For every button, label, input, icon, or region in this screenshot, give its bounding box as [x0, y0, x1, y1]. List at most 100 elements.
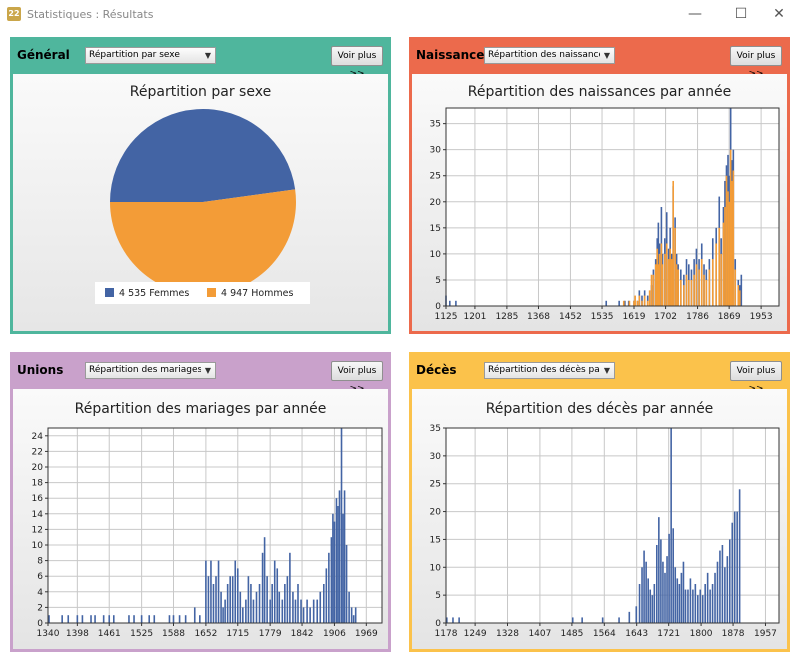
close-button[interactable]: ✕ [773, 6, 785, 22]
bar [734, 269, 737, 306]
voir-plus-button[interactable]: Voir plus >> [331, 46, 383, 79]
y-tick-label: 10 [430, 563, 442, 573]
x-tick-label: 1461 [98, 629, 121, 639]
bar [733, 511, 736, 623]
bar [654, 264, 657, 306]
panel-header: Général Répartition par sexe ▼ Voir plus… [13, 40, 388, 79]
bar [676, 578, 679, 623]
bar [641, 567, 643, 623]
bar [720, 253, 722, 306]
bar [652, 274, 655, 306]
bar [263, 537, 266, 623]
bar [325, 568, 328, 623]
panel-header: Unions Répartition des mariages pa ▼ Voi… [13, 355, 388, 394]
x-tick-label: 1201 [463, 312, 486, 322]
bar [660, 243, 663, 306]
y-tick-label: 6 [37, 572, 43, 582]
x-tick-label: 1619 [623, 312, 646, 322]
bar [332, 513, 334, 623]
chevron-down-icon: ▼ [201, 48, 215, 63]
bar [728, 539, 731, 623]
minimize-button[interactable]: — [688, 6, 702, 22]
y-tick-label: 14 [32, 510, 44, 520]
bar [581, 617, 583, 623]
bar [255, 591, 258, 623]
x-tick-label: 1125 [435, 312, 458, 322]
bar [714, 572, 716, 623]
bar [342, 513, 344, 623]
bar [682, 561, 685, 623]
bar [708, 269, 711, 306]
bar [312, 599, 315, 623]
bar [294, 599, 297, 623]
bar [222, 607, 224, 623]
bar [168, 615, 171, 623]
x-tick-label: 1721 [657, 629, 680, 639]
bar [670, 428, 672, 623]
bar [343, 490, 346, 623]
bar [207, 576, 210, 623]
bar [669, 248, 671, 306]
bar [683, 285, 685, 306]
bar [704, 584, 706, 623]
bar [721, 545, 724, 623]
chevron-down-icon: ▼ [600, 48, 614, 63]
y-tick-label: 15 [430, 224, 441, 234]
bar [664, 572, 666, 623]
bar [665, 243, 668, 306]
bar [653, 584, 656, 623]
plot-border [445, 107, 780, 307]
bar [258, 584, 261, 623]
y-tick-label: 4 [37, 588, 43, 598]
x-tick-label: 1178 [435, 629, 458, 639]
bar [703, 274, 705, 306]
panel-title: Décès [416, 363, 457, 377]
bar [700, 259, 703, 306]
voir-plus-button[interactable]: Voir plus >> [730, 46, 782, 79]
x-tick-label: 1564 [593, 629, 616, 639]
bar [709, 589, 711, 623]
bar [727, 191, 729, 306]
chart-type-select[interactable]: Répartition des mariages pa ▼ [85, 362, 216, 379]
plot-border [445, 427, 780, 624]
bar [224, 599, 226, 623]
y-tick-label: 12 [32, 525, 43, 535]
bar [205, 560, 207, 623]
bar [731, 180, 733, 306]
bar [662, 561, 664, 623]
chart-type-select[interactable]: Répartition des naissances ▼ [484, 47, 615, 64]
x-tick-label: 1452 [559, 312, 582, 322]
bar [172, 615, 175, 623]
bar [455, 300, 457, 306]
chart-type-select[interactable]: Répartition des décès par a ▼ [484, 362, 615, 379]
bar [699, 589, 702, 623]
bar [446, 617, 448, 623]
x-tick-label: 1800 [690, 629, 713, 639]
bar [300, 599, 302, 623]
bar [128, 615, 130, 623]
bar [252, 599, 255, 623]
maximize-button[interactable]: ☐ [734, 6, 748, 22]
pie-slice [110, 189, 296, 295]
bar [276, 568, 279, 623]
y-tick-label: 30 [430, 146, 442, 156]
bar [306, 599, 308, 623]
chart-title: Répartition par sexe [130, 84, 271, 100]
bar [618, 617, 620, 623]
bar-chart: Répartition des mariages par année024681… [13, 389, 388, 649]
y-tick-label: 35 [430, 424, 441, 434]
voir-plus-button[interactable]: Voir plus >> [331, 361, 383, 394]
bar [650, 274, 653, 306]
x-tick-label: 1779 [259, 629, 282, 639]
voir-plus-button[interactable]: Voir plus >> [730, 361, 782, 394]
chart-type-select[interactable]: Répartition par sexe ▼ [85, 47, 216, 64]
bar [725, 175, 728, 306]
window-title: Statistiques : Résultats [27, 8, 154, 21]
chevron-down-icon: ▼ [600, 363, 614, 378]
bar [719, 550, 721, 623]
bar [731, 522, 734, 623]
bar [261, 552, 264, 623]
bar [656, 248, 659, 306]
bar [215, 576, 217, 623]
select-value: Répartition par sexe [89, 50, 180, 60]
